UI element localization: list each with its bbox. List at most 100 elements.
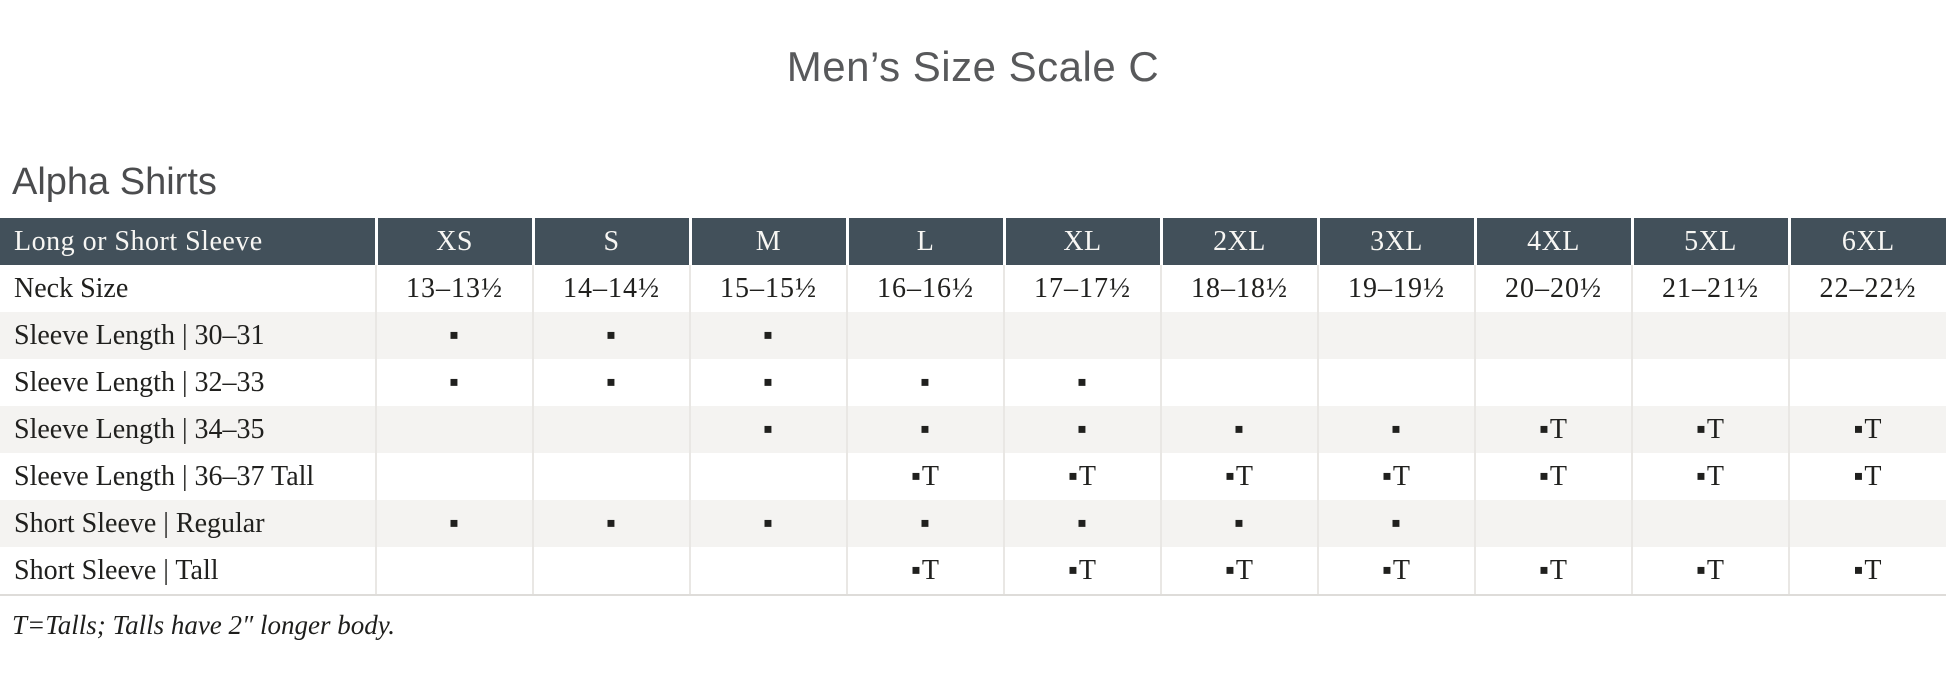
size-cell: ▪ — [690, 359, 848, 406]
table-row: Short Sleeve | Regular ▪ ▪ ▪ ▪ ▪ ▪ ▪ — [0, 500, 1946, 547]
size-cell — [1318, 359, 1476, 406]
size-cell: ▪T — [1475, 406, 1633, 453]
size-cell: 21–21½ — [1632, 265, 1790, 312]
size-cell: ▪T — [1853, 413, 1883, 445]
size-cell: 18–18½ — [1161, 265, 1319, 312]
size-cell: ▪ — [1004, 406, 1162, 453]
size-cell: ▪ — [1318, 500, 1476, 547]
size-cell: ▪ — [533, 312, 691, 359]
size-cell: 13–13½ — [376, 265, 534, 312]
size-table-header-row: Long or Short Sleeve XS S M L XL 2XL 3XL 4XL 5XL 6… — [0, 218, 1946, 265]
column-header-size-l: L — [847, 218, 1006, 265]
size-cell: ▪T — [1789, 547, 1946, 596]
size-cell: 15–15½ — [690, 265, 848, 312]
size-cell: 20–20½ — [1475, 265, 1633, 312]
size-cell: ▪T — [1853, 460, 1883, 492]
size-cell — [690, 453, 848, 500]
size-cell: ▪ — [690, 406, 848, 453]
column-header-size-xs: XS — [376, 218, 535, 265]
table-row: Sleeve Length | 34–35 ▪ ▪ ▪ ▪ ▪ ▪T ▪T ▪T — [0, 406, 1946, 453]
row-label: Sleeve Length | 36–37 Tall — [0, 453, 377, 500]
size-cell — [1789, 359, 1946, 406]
size-cell: ▪ — [690, 500, 848, 547]
size-cell: ▪T — [1161, 453, 1319, 500]
size-cell — [533, 453, 691, 500]
size-cell — [1632, 312, 1790, 359]
size-cell: ▪ — [1318, 406, 1476, 453]
size-cell: 17–17½ — [1004, 265, 1162, 312]
size-cell: ▪ — [1161, 406, 1319, 453]
size-cell: ▪T — [1161, 547, 1319, 596]
column-header-size-m: M — [690, 218, 849, 265]
size-cell: ▪T — [1475, 453, 1633, 500]
size-cell — [1789, 500, 1946, 547]
size-cell — [1004, 312, 1162, 359]
size-cell — [1161, 312, 1319, 359]
size-cell — [1632, 500, 1790, 547]
size-cell: 22–22½ — [1819, 272, 1917, 304]
size-cell — [1161, 359, 1319, 406]
size-cell: ▪ — [376, 500, 534, 547]
size-cell — [1475, 500, 1633, 547]
column-header-size-6xl: 6XL — [1789, 218, 1946, 265]
size-cell: ▪T — [1632, 453, 1790, 500]
column-header-size-5xl: 5XL — [1632, 218, 1791, 265]
column-header-size-xl: XL — [1004, 218, 1163, 265]
size-cell: ▪T — [1004, 547, 1162, 596]
size-cell: ▪ — [690, 312, 848, 359]
table-row: Neck Size 13–13½ 14–14½ 15–15½ 16–16½ 17–17½ 1… — [0, 265, 1946, 312]
size-cell — [1475, 359, 1633, 406]
size-cell: ▪ — [1161, 500, 1319, 547]
row-label: Sleeve Length | 32–33 — [0, 359, 377, 406]
column-header-label: Long or Short Sleeve — [0, 218, 378, 265]
page-title: Men’s Size Scale C — [786, 43, 1160, 90]
size-cell — [1789, 312, 1946, 359]
size-cell: ▪T — [1318, 547, 1476, 596]
table-row: Sleeve Length | 32–33 ▪ ▪ ▪ ▪ ▪ — [0, 359, 1946, 406]
size-cell: ▪ — [533, 500, 691, 547]
size-table: Long or Short Sleeve XS S M L XL 2XL 3XL 4XL 5XL 6… — [0, 218, 1946, 596]
footnote: T=Talls; Talls have 2″ longer body. — [12, 610, 396, 640]
size-cell — [533, 547, 691, 596]
row-label: Sleeve Length | 30–31 — [0, 312, 377, 359]
table-row: Sleeve Length | 30–31 ▪ ▪ ▪ — [0, 312, 1946, 359]
size-cell: ▪ — [376, 359, 534, 406]
size-cell — [1318, 312, 1476, 359]
size-cell: 16–16½ — [847, 265, 1005, 312]
size-cell — [376, 547, 534, 596]
row-label: Neck Size — [0, 265, 377, 312]
size-cell — [376, 406, 534, 453]
column-header-size-3xl: 3XL — [1318, 218, 1477, 265]
table-row: Sleeve Length | 36–37 Tall ▪T ▪T ▪T ▪T ▪T ▪T ▪T — [0, 453, 1946, 500]
size-cell: ▪ — [1004, 500, 1162, 547]
size-cell: ▪T — [847, 453, 1005, 500]
column-header-size-2xl: 2XL — [1161, 218, 1320, 265]
table-row: Short Sleeve | Tall ▪T ▪T ▪T ▪T ▪T ▪T ▪T — [0, 547, 1946, 596]
size-cell — [533, 406, 691, 453]
size-cell: ▪ — [1004, 359, 1162, 406]
size-table-body: Neck Size 13–13½ 14–14½ 15–15½ 16–16½ 17–17½ 1… — [0, 265, 1946, 596]
size-cell — [1632, 359, 1790, 406]
size-cell: ▪T — [847, 547, 1005, 596]
size-cell: ▪ — [533, 359, 691, 406]
size-cell: ▪T — [1318, 453, 1476, 500]
size-cell: ▪ — [847, 500, 1005, 547]
size-cell: 19–19½ — [1318, 265, 1476, 312]
size-cell: ▪ — [847, 359, 1005, 406]
row-label: Short Sleeve | Regular — [0, 500, 377, 547]
size-cell: ▪ — [847, 406, 1005, 453]
column-header-size-s: S — [533, 218, 692, 265]
size-cell — [690, 547, 848, 596]
size-cell: ▪T — [1632, 406, 1790, 453]
size-cell — [376, 453, 534, 500]
column-header-size-4xl: 4XL — [1475, 218, 1634, 265]
size-cell: ▪ — [376, 312, 534, 359]
section-title: Alpha Shirts — [12, 161, 217, 203]
size-cell — [1475, 312, 1633, 359]
row-label: Short Sleeve | Tall — [0, 547, 377, 596]
size-cell: 14–14½ — [533, 265, 691, 312]
size-cell: ▪T — [1475, 547, 1633, 596]
size-cell — [847, 312, 1005, 359]
size-cell: ▪T — [1004, 453, 1162, 500]
